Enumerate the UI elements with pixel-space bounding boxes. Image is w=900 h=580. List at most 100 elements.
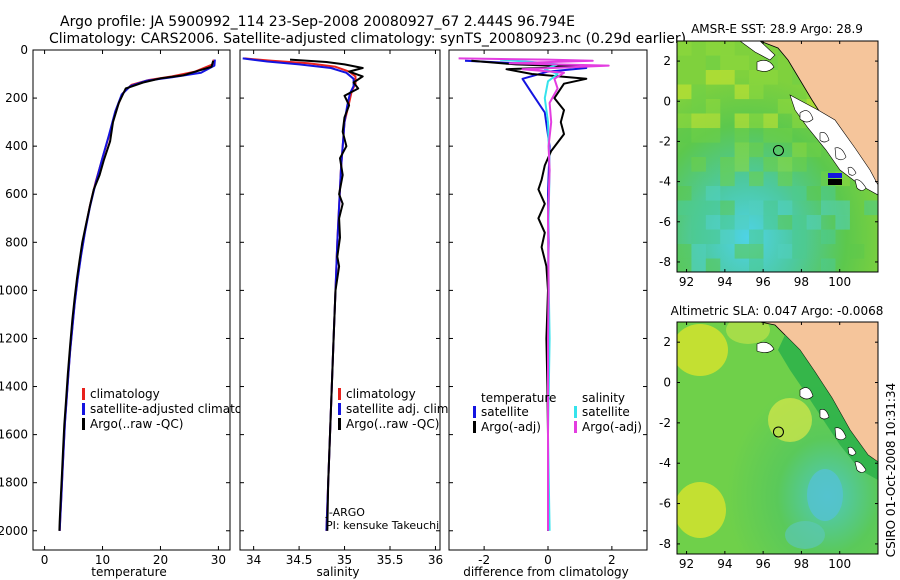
salinity-series (242, 57, 364, 531)
sst-cell (677, 84, 692, 100)
x-tick-label: 10 (95, 553, 110, 567)
difference-legend: temperature salinitysatelliteArgo(-adj)sa… (473, 391, 642, 434)
sst-cell (677, 244, 692, 259)
sst-cold-pixel-dark (828, 179, 842, 185)
program-annotation: J-ARGO (325, 506, 365, 519)
legend-swatch (338, 403, 341, 415)
sst-cell (705, 99, 721, 114)
legend-swatch (82, 418, 85, 430)
argo-float-location-marker (772, 144, 784, 156)
sipora-island (847, 446, 857, 456)
difference-panel: -2 0 2 temperature salinitysatelliteArgo(-a… (448, 49, 648, 579)
simeulue-island (756, 60, 775, 72)
map-longitude-label: 94 (717, 557, 732, 571)
sst-cell (792, 244, 807, 259)
sst-cell (734, 55, 750, 71)
legend-swatch (574, 421, 577, 433)
sst-cold-pixel (828, 173, 842, 178)
sla-map-panel: Altimetric SLA: 0.047 Argo: -0.0068 92 94… (659, 304, 883, 571)
sst-cell (734, 128, 750, 143)
temperature-plot-frame (32, 49, 231, 551)
depth-tick-label: 200 (5, 91, 28, 105)
sst-cell (749, 229, 764, 245)
legend-group-title: salinity (582, 391, 625, 405)
depth-tick-label: 400 (5, 139, 28, 153)
difference-series (458, 57, 610, 531)
sst-cell (763, 128, 778, 143)
sst-cell (763, 157, 778, 172)
legend-swatch (574, 406, 577, 418)
legend-label: Argo(-adj) (582, 420, 642, 434)
depth-tick-label: 800 (5, 235, 28, 249)
sst-cell (705, 55, 721, 71)
map-longitude-label: 92 (679, 557, 694, 571)
sst-cell (677, 186, 692, 201)
temperature-series (58, 59, 216, 531)
map-longitude-label: 98 (794, 557, 809, 571)
sst-cell (677, 128, 692, 143)
map-longitude-label: 94 (717, 275, 732, 289)
sst-cell (864, 200, 878, 216)
sla-map-title: Altimetric SLA: 0.047 Argo: -0.0068 (671, 304, 884, 318)
sst-cell (705, 229, 721, 245)
argo-float-location-marker (772, 426, 784, 438)
x-tick-label: 34 (246, 553, 261, 567)
siberut-island (834, 147, 847, 161)
sst-cell (806, 186, 822, 201)
sst-cell (792, 229, 807, 245)
sst-map-axes: 92 94 96 98 100 2 0 -2 -4 -6 -8 (659, 41, 878, 289)
sst-cell (677, 113, 692, 129)
temperature-x-label: temperature (91, 565, 166, 579)
salinity-plot-frame (239, 49, 441, 551)
sst-cell (677, 41, 692, 56)
depth-tick-label: 600 (5, 187, 28, 201)
sipora-island (847, 166, 857, 176)
sst-cell (763, 113, 778, 129)
depth-tick-label: 1400 (0, 380, 28, 394)
sst-cell (835, 200, 850, 216)
sst-cell (777, 171, 793, 187)
difference-x-axis: -2 0 2 (449, 49, 647, 567)
map-latitude-label: 0 (663, 94, 671, 108)
sst-cell (849, 244, 865, 259)
sst-cell (777, 200, 793, 216)
nias-island (799, 387, 814, 400)
map-latitude-label: -8 (659, 255, 671, 269)
sst-cell (705, 258, 721, 272)
sst-cell (749, 84, 764, 100)
map-longitude-label: 100 (828, 557, 851, 571)
sst-cell (691, 215, 706, 230)
sst-cell (821, 258, 836, 272)
sst-cell (792, 142, 807, 158)
sla-coastal-shelf (778, 335, 878, 480)
x-tick-label: 2 (608, 553, 616, 567)
x-tick-label: 0 (41, 553, 49, 567)
sst-cell (691, 128, 706, 143)
sst-cell (691, 84, 706, 100)
sst-map-field (677, 41, 878, 272)
sst-cell (705, 41, 721, 56)
temperature-x-axis: 0 10 20 30 (41, 50, 226, 567)
map-longitude-label: 98 (794, 275, 809, 289)
legend-label: climatology (90, 387, 160, 401)
batu-island (819, 409, 830, 420)
depth-tick-label: 2000 (0, 524, 28, 538)
sst-cell (734, 157, 750, 172)
sst-cell (691, 229, 706, 245)
series-line-argo-raw-qc (289, 58, 364, 531)
legend-swatch (338, 388, 341, 400)
sst-cell (763, 200, 778, 216)
series-line-salinity-argo-adj (458, 57, 610, 531)
legend-swatch (82, 403, 85, 415)
sst-cell (777, 244, 793, 259)
sst-cell (734, 113, 750, 129)
salinity-x-axis: 34 34.5 35 35.5 36 (240, 49, 443, 567)
sst-cell (777, 157, 793, 172)
sst-cell (821, 200, 836, 216)
sst-cell (720, 70, 735, 85)
map-latitude-label: -2 (659, 416, 671, 430)
sst-cell (749, 171, 764, 187)
